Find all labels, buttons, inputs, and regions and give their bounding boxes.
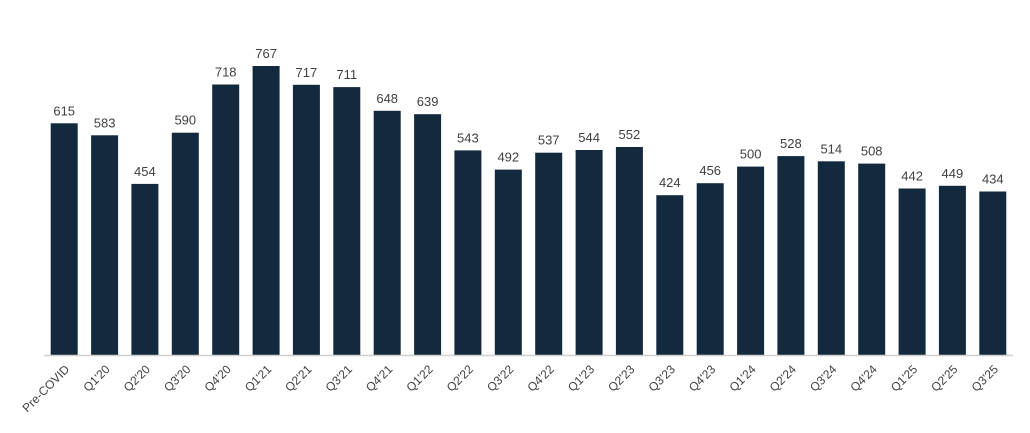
data-label: 543	[457, 130, 479, 145]
data-label: 500	[740, 147, 762, 162]
category-label: Q1'20	[80, 362, 113, 395]
category-label: Q4'22	[525, 362, 558, 395]
bar	[373, 110, 401, 355]
bar	[938, 185, 966, 355]
category-label: Q1'24	[726, 362, 759, 395]
category-label: Q1'23	[565, 362, 598, 395]
data-label: 718	[215, 65, 237, 80]
bar	[615, 147, 643, 355]
data-label: 424	[659, 175, 681, 190]
data-label: 454	[134, 164, 156, 179]
category-label: Pre-COVID	[20, 362, 73, 415]
data-label: 552	[619, 127, 641, 142]
data-label: 717	[296, 65, 318, 80]
bar	[494, 169, 522, 355]
category-label: Q2'25	[928, 362, 961, 395]
data-label: 639	[417, 94, 439, 109]
data-label: 615	[53, 103, 75, 118]
category-label: Q3'22	[484, 362, 517, 395]
bar	[414, 114, 442, 355]
data-label: 590	[174, 113, 196, 128]
bar	[50, 123, 78, 355]
bar	[858, 163, 886, 355]
category-label: Q4'20	[202, 362, 235, 395]
data-label: 508	[861, 144, 883, 159]
category-label: Q4'21	[363, 362, 396, 395]
data-label: 544	[578, 130, 600, 145]
bar	[454, 150, 482, 355]
bar	[575, 150, 603, 355]
category-label: Q3'25	[969, 362, 1002, 395]
category-label: Q3'20	[161, 362, 194, 395]
bar	[535, 152, 563, 355]
bar	[212, 84, 240, 355]
bar	[777, 156, 805, 355]
bar	[656, 195, 684, 355]
data-label: 648	[376, 91, 398, 106]
bar	[737, 166, 765, 355]
category-label: Q1'22	[403, 362, 436, 395]
bar	[979, 191, 1007, 355]
category-label: Q2'23	[605, 362, 638, 395]
data-label: 434	[982, 172, 1004, 187]
data-label: 711	[336, 67, 357, 82]
bar	[171, 132, 199, 355]
data-label: 767	[255, 46, 277, 61]
data-label: 492	[497, 150, 519, 165]
value-labels-group: 615 583 454 590 718 767 717 711 648 639 543 492 537 5…	[53, 46, 1003, 190]
bar	[91, 135, 119, 355]
category-labels-group: Pre-COVID Q1'20 Q2'20 Q3'20 Q4'20 Q1'21 Q2'21 Q…	[20, 362, 1002, 415]
bar	[131, 183, 159, 355]
data-label: 583	[94, 115, 116, 130]
bar	[898, 188, 926, 355]
bar	[817, 161, 845, 355]
bar	[696, 183, 724, 355]
category-label: Q1'21	[242, 362, 275, 395]
data-label: 449	[942, 166, 964, 181]
data-label: 514	[820, 141, 842, 156]
category-label: Q1'25	[888, 362, 921, 395]
data-label: 537	[538, 133, 560, 148]
category-label: Q4'24	[848, 362, 881, 395]
data-label: 528	[780, 136, 802, 151]
category-label: Q3'21	[323, 362, 356, 395]
data-label: 456	[699, 163, 721, 178]
category-label: Q2'24	[767, 362, 800, 395]
category-label: Q2'20	[121, 362, 154, 395]
bar	[333, 87, 361, 355]
category-label: Q2'21	[282, 362, 315, 395]
category-label: Q3'24	[807, 362, 840, 395]
bars-group	[50, 66, 1007, 356]
category-label: Q2'22	[444, 362, 477, 395]
data-label: 442	[901, 169, 923, 184]
bar	[252, 66, 280, 355]
bar	[292, 84, 320, 356]
category-label: Q4'23	[686, 362, 719, 395]
category-label: Q3'23	[646, 362, 679, 395]
